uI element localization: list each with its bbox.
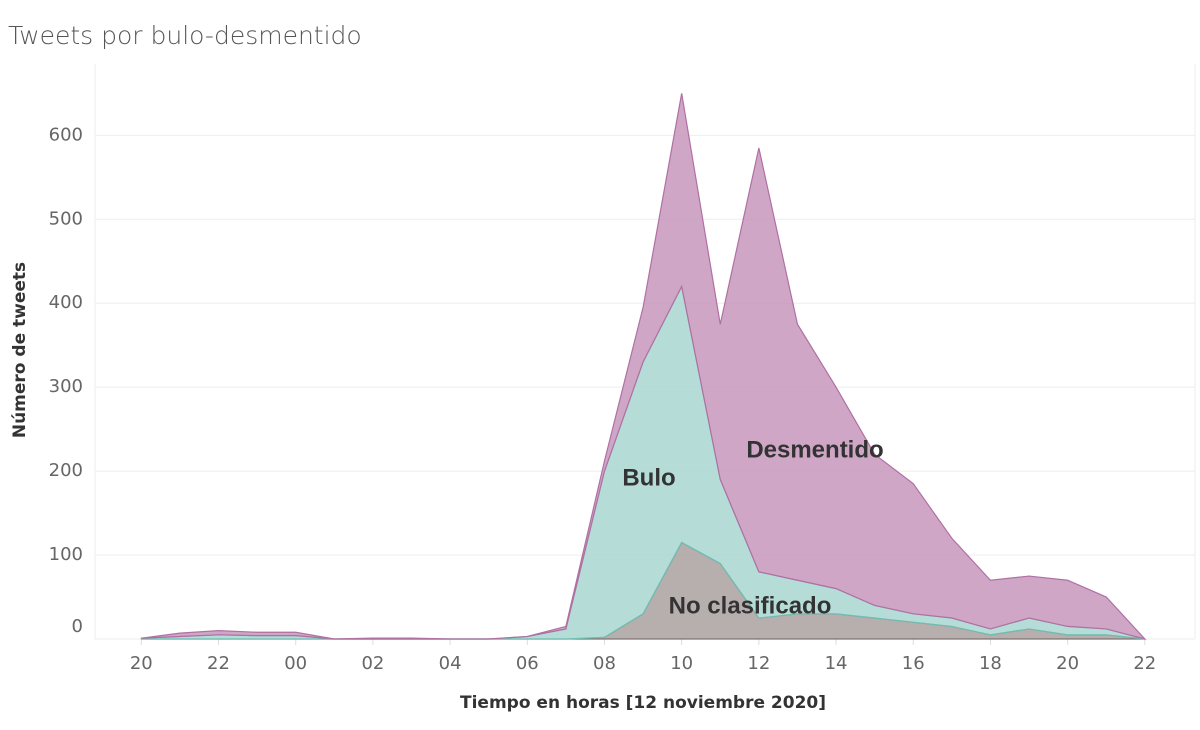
y-tick-label: 600 <box>49 124 83 145</box>
x-tick-label: 12 <box>747 653 770 674</box>
x-tick-label: 00 <box>284 653 307 674</box>
y-tick-label: 400 <box>49 292 83 313</box>
y-tick-label: 100 <box>49 544 83 565</box>
x-tick-label: 20 <box>1056 653 1079 674</box>
x-tick-label: 18 <box>979 653 1002 674</box>
area <box>141 93 1147 641</box>
series-label: Desmentido <box>746 436 883 463</box>
series-label: No clasificado <box>669 592 832 619</box>
y-axis-label: Número de tweets <box>10 262 30 438</box>
x-tick-label: 22 <box>1133 653 1156 674</box>
y-tick-label: 300 <box>49 376 83 397</box>
x-tick-label: 16 <box>902 653 925 674</box>
x-tick-label: 10 <box>670 653 693 674</box>
series-label: Bulo <box>622 464 675 491</box>
x-tick-label: 02 <box>361 653 384 674</box>
x-tick-label: 08 <box>593 653 616 674</box>
x-tick-label: 06 <box>516 653 539 674</box>
x-tick-label: 22 <box>207 653 230 674</box>
y-tick-label: 0 <box>72 616 83 637</box>
chart-title: Tweets por bulo-desmentido <box>8 21 362 50</box>
x-tick-label: 20 <box>130 653 153 674</box>
y-tick-label: 500 <box>49 208 83 229</box>
x-tick-label: 04 <box>439 653 462 674</box>
y-tick-label: 200 <box>49 460 83 481</box>
x-axis-label: Tiempo en horas [12 noviembre 2020] <box>460 693 826 713</box>
x-tick-label: 14 <box>825 653 848 674</box>
